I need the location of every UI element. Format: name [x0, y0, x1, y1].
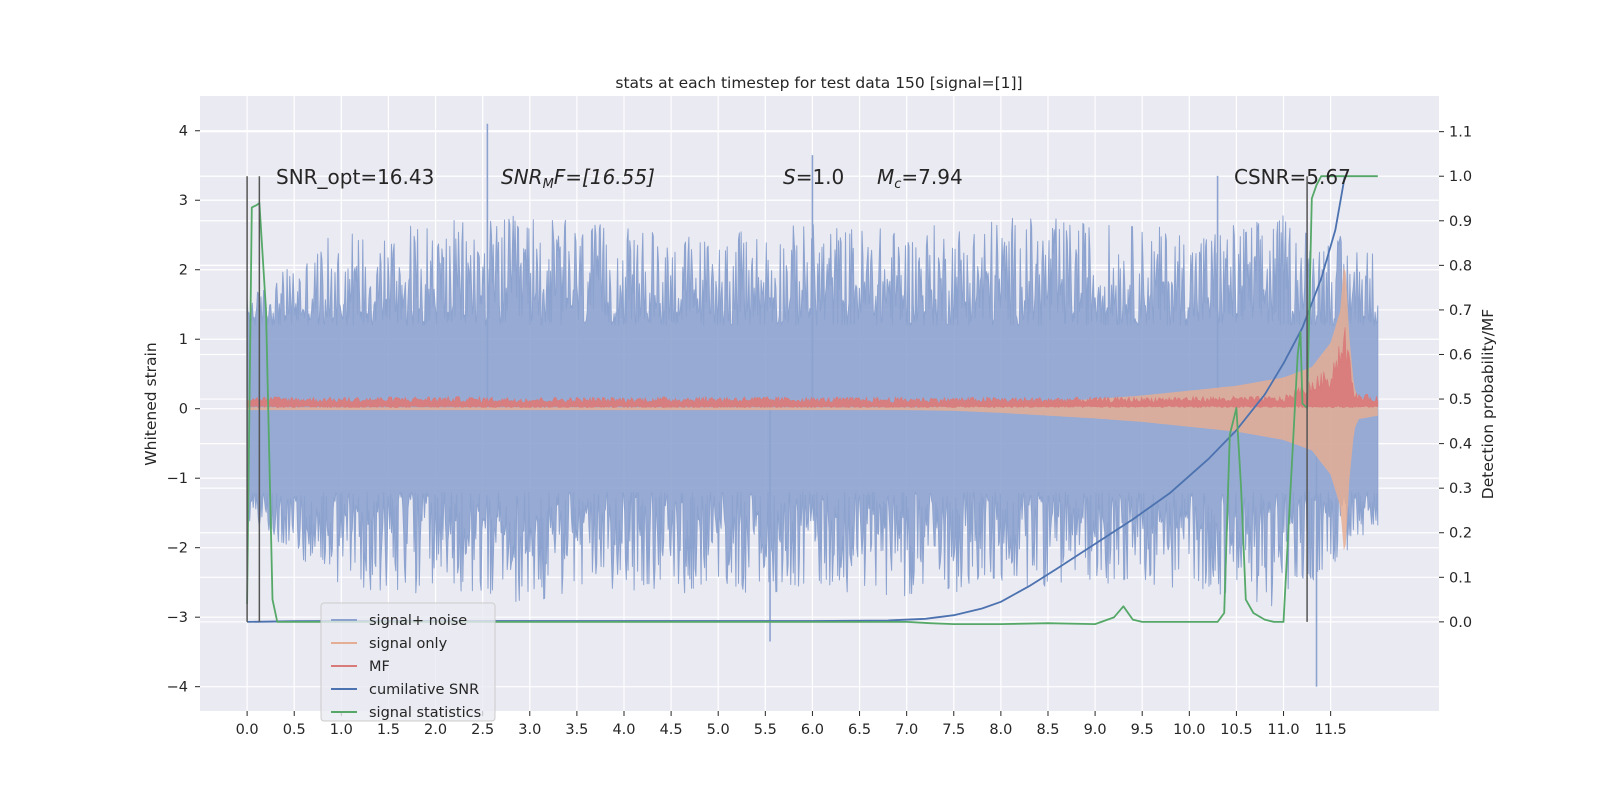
x-tick-label: 6.0 [801, 722, 824, 738]
right-y-tick-label: 0.0 [1449, 615, 1472, 631]
right-y-tick-label: 0.9 [1449, 214, 1472, 230]
x-tick-label: 3.0 [518, 722, 541, 738]
signal-noise-band [246, 215, 1379, 607]
legend-box [320, 602, 496, 722]
x-tick-label: 8.0 [989, 722, 1012, 738]
left-y-tick-label: 2 [179, 263, 188, 279]
annotation-snr-mf: SNRMF=[16.55] [501, 165, 655, 192]
left-y-tick-label: 4 [179, 124, 188, 140]
x-tick-label: 11.5 [1314, 722, 1346, 738]
x-tick-label: 2.5 [471, 722, 494, 738]
mf-band [246, 327, 1379, 409]
right-y-tick-label: 0.3 [1449, 481, 1472, 497]
left-y-tick-label: 1 [179, 332, 188, 348]
x-tick-label: 9.0 [1084, 722, 1107, 738]
chart-title: stats at each timestep for test data 150… [615, 74, 1022, 92]
right-y-tick-label: 0.4 [1449, 437, 1472, 453]
right-y-tick-label: 0.5 [1449, 392, 1472, 408]
annotation-s: S=1.0 [783, 165, 844, 189]
x-axis-ticks: 0.0 0.5 1.0 1.5 2.0 2.5 3.0 3.5 4.0 4.5 5.0 5.5 6.0 6… [236, 711, 1347, 738]
x-tick-label: 7.0 [895, 722, 918, 738]
y-axis-label-right: Detection probability/MF [1479, 309, 1497, 500]
legend-label: signal+ noise [369, 613, 467, 629]
annotation-snr-opt: SNR_opt=16.43 [276, 165, 434, 189]
x-tick-label: 3.5 [565, 722, 588, 738]
x-tick-label: 5.5 [754, 722, 777, 738]
x-tick-label: 6.5 [848, 722, 871, 738]
x-tick-label: 1.0 [330, 722, 353, 738]
right-y-tick-label: 0.7 [1449, 303, 1472, 319]
x-tick-label: 0.0 [236, 722, 259, 738]
right-y-tick-label: 1.1 [1449, 125, 1472, 141]
signal-only-band [247, 266, 1378, 551]
x-tick-label: 4.0 [612, 722, 635, 738]
annotation-mc: Mc=7.94 [877, 165, 963, 192]
right-y-tick-label: 0.2 [1449, 526, 1472, 542]
right-y-tick-label: 0.1 [1449, 570, 1472, 586]
x-tick-label: 11.0 [1267, 722, 1299, 738]
left-y-tick-label: −4 [167, 680, 188, 696]
legend-label: signal only [369, 636, 448, 652]
vertical-markers [246, 176, 1308, 622]
x-tick-label: 10.0 [1173, 722, 1205, 738]
right-y-tick-label: 0.8 [1449, 258, 1472, 274]
x-tick-label: 10.5 [1220, 722, 1252, 738]
legend: signal+ noise signal only MF cumilative SNR… [320, 602, 496, 722]
legend-label: signal statistics [369, 705, 481, 721]
x-tick-label: 0.5 [283, 722, 306, 738]
right-y-tick-label: 1.0 [1449, 169, 1472, 185]
left-y-axis-ticks: 4 3 2 1 0 −1 −2 −3 −4 [167, 124, 200, 696]
x-tick-label: 8.5 [1036, 722, 1059, 738]
right-y-tick-label: 0.6 [1449, 347, 1472, 363]
x-tick-label: 1.5 [377, 722, 400, 738]
left-y-tick-label: 0 [179, 402, 188, 418]
x-tick-label: 7.5 [942, 722, 965, 738]
left-y-tick-label: −2 [167, 541, 188, 557]
legend-label: MF [369, 659, 390, 675]
right-y-axis-ticks: 1.1 1.0 0.9 0.8 0.7 0.6 0.5 0.4 0.3 0.2 0.1 0.0 [1439, 125, 1472, 631]
left-y-tick-label: 3 [179, 193, 188, 209]
x-tick-label: 5.0 [707, 722, 730, 738]
series-layer [246, 175, 1379, 625]
annotation-csnr: CSNR=5.67 [1234, 165, 1351, 189]
left-y-tick-label: −3 [167, 610, 188, 626]
left-y-tick-label: −1 [167, 471, 188, 487]
legend-label: cumilative SNR [369, 682, 479, 698]
x-tick-label: 9.5 [1131, 722, 1154, 738]
x-tick-label: 4.5 [660, 722, 683, 738]
signal-statistics-line [246, 175, 1378, 625]
x-tick-label: 2.0 [424, 722, 447, 738]
y-axis-label-left: Whitened strain [142, 342, 160, 465]
